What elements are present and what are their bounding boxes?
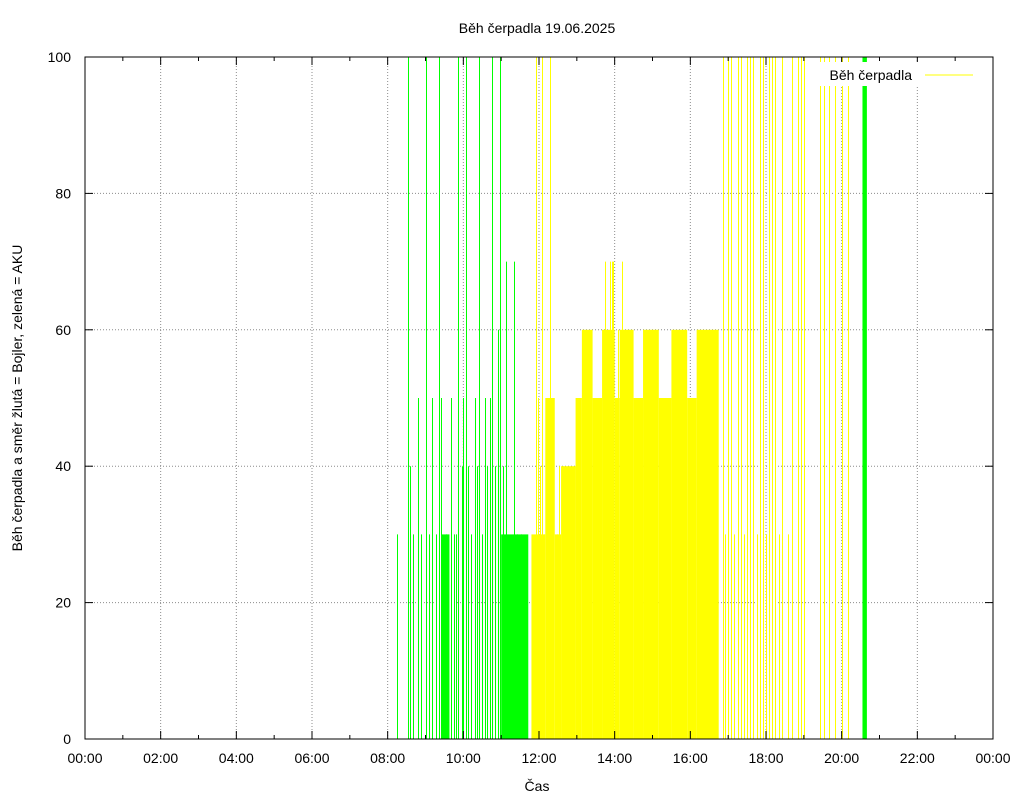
x-tick-label: 02:00: [143, 750, 178, 766]
pump-run-block: [658, 398, 672, 739]
x-axis-label: Čas: [525, 778, 550, 794]
pump-run-block: [643, 329, 659, 739]
pump-run-block: [633, 398, 644, 739]
x-tick-label: 14:00: [597, 750, 632, 766]
y-tick-label: 80: [55, 185, 71, 201]
x-tick-label: 22:00: [900, 750, 935, 766]
y-tick-label: 0: [63, 731, 71, 747]
pump-run-block: [614, 398, 620, 739]
y-tick-label: 20: [55, 595, 71, 611]
legend-background: [812, 62, 982, 86]
x-tick-label: 08:00: [370, 750, 405, 766]
x-tick-label: 04:00: [219, 750, 254, 766]
legend-label: Běh čerpadla: [829, 67, 912, 83]
pump-run-block: [619, 329, 634, 739]
x-tick-label: 00:00: [975, 750, 1010, 766]
x-tick-label: 06:00: [294, 750, 329, 766]
x-tick-label: 12:00: [521, 750, 556, 766]
legend: Běh čerpadla: [812, 62, 982, 86]
series-aku: [397, 57, 867, 739]
pump-run-block: [561, 466, 576, 739]
y-tick-label: 40: [55, 458, 71, 474]
y-tick-label: 100: [48, 49, 72, 65]
pump-run-block: [696, 329, 719, 739]
pump-run-block: [581, 329, 593, 739]
data-bars: [397, 57, 867, 739]
pump-run-block: [671, 329, 688, 739]
pump-run-block: [592, 398, 603, 739]
y-axis-label: Běh čerpadla a směr žlutá = Bojler, zele…: [9, 245, 25, 552]
axis-ticks: 00:00 02:00 04:00 06:00 08:00 10:00 12:00 14:00…: [48, 49, 1011, 766]
pump-run-block: [441, 534, 450, 739]
pump-run-block: [687, 398, 697, 739]
x-tick-label: 16:00: [673, 750, 708, 766]
x-tick-label: 18:00: [748, 750, 783, 766]
pump-run-block: [862, 57, 867, 739]
y-tick-label: 60: [55, 322, 71, 338]
series-bojler: [531, 57, 849, 739]
chart-title: Běh čerpadla 19.06.2025: [459, 20, 616, 36]
x-tick-label: 10:00: [446, 750, 481, 766]
x-tick-label: 20:00: [824, 750, 859, 766]
x-tick-label: 00:00: [67, 750, 102, 766]
pump-run-block: [575, 398, 582, 739]
